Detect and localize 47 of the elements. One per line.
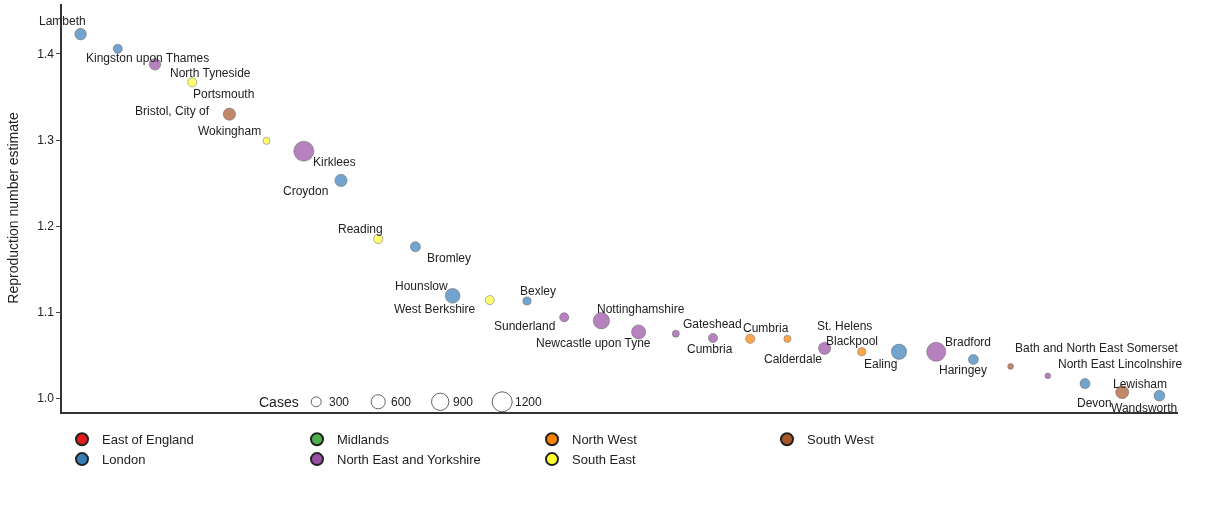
legend-label: South West (807, 432, 875, 448)
annotation: North East Lincolnshire (1058, 357, 1183, 371)
annotation: Cumbria (687, 342, 733, 356)
annotation: Wandsworth (1111, 401, 1178, 415)
y-tick-label: 1.3 (37, 133, 55, 148)
legend-label: 1200 (515, 395, 543, 409)
annotation: Hounslow (395, 279, 449, 293)
legend-label: 600 (391, 395, 412, 409)
y-axis-title: Reproduction number estimate (5, 112, 22, 304)
annotation: Wokingham (198, 124, 262, 138)
legend-label: Midlands (337, 432, 390, 448)
y-tick-label: 1.1 (37, 305, 55, 320)
annotation: Haringey (939, 363, 988, 377)
annotation: Cumbria (743, 321, 789, 335)
annotation: Devon (1077, 396, 1112, 410)
annotation: Kingston upon Thames (86, 51, 210, 65)
annotation: Lewisham (1113, 377, 1168, 391)
annotation: Bromley (427, 251, 472, 265)
annotation: Bexley (520, 284, 557, 298)
annotation: Bradford (945, 335, 992, 349)
annotation: Ealing (864, 357, 898, 371)
legend-label: 900 (453, 395, 474, 409)
annotation: St. Helens (817, 319, 873, 333)
legend-label: 300 (329, 395, 350, 409)
annotation: Croydon (283, 184, 329, 198)
annotation: Kirklees (313, 155, 356, 169)
y-tick-label: 1.0 (37, 391, 55, 406)
legend-label: London (102, 452, 146, 468)
annotation: Gateshead (683, 317, 742, 331)
annotation: Cases (259, 394, 299, 410)
annotation: Newcastle upon Tyne (536, 336, 651, 350)
legend-label: East of England (102, 432, 194, 448)
annotation: Calderdale (764, 352, 823, 366)
legend-label: North West (572, 432, 638, 448)
annotation: North Tyneside (170, 66, 251, 80)
legend-label: North East and Yorkshire (337, 452, 481, 468)
annotation: Blackpool (826, 334, 879, 348)
annotation: Sunderland (494, 319, 556, 333)
annotation: Reading (338, 222, 383, 236)
y-tick-label: 1.4 (37, 47, 55, 62)
legend-label: South East (572, 452, 636, 468)
annotation: Bath and North East Somerset (1015, 341, 1179, 355)
annotation: Nottinghamshire (597, 302, 685, 316)
annotation: Bristol, City of (135, 104, 210, 118)
annotation: Portsmouth (193, 87, 255, 101)
annotation: West Berkshire (394, 302, 476, 316)
y-tick-label: 1.2 (37, 219, 55, 234)
